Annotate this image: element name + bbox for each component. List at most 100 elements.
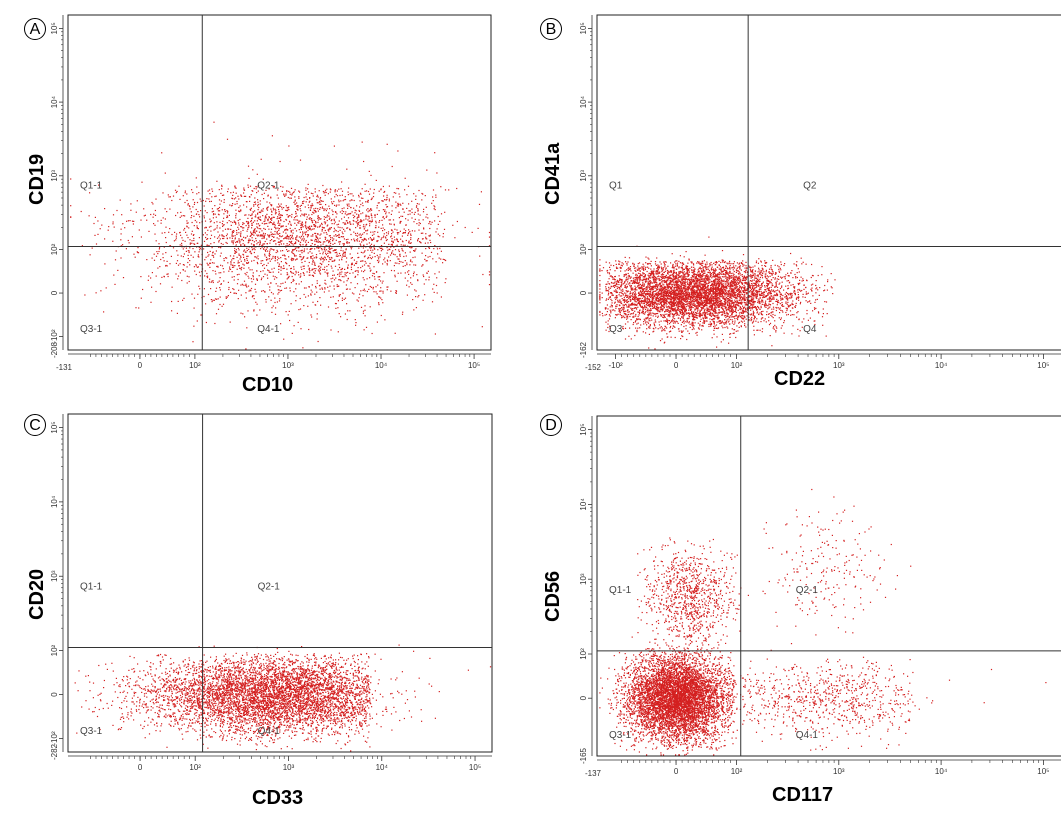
data-point <box>280 214 282 216</box>
data-point <box>372 249 374 251</box>
data-point <box>738 312 741 314</box>
data-point <box>676 284 678 286</box>
data-point <box>201 264 203 266</box>
data-point <box>254 220 256 222</box>
data-point <box>380 237 383 239</box>
data-point <box>815 288 817 290</box>
data-point <box>683 298 685 301</box>
data-point <box>333 285 335 287</box>
data-point <box>167 273 169 275</box>
data-point <box>326 219 328 222</box>
data-point <box>675 299 677 301</box>
data-point <box>308 271 311 273</box>
data-point <box>300 215 302 217</box>
data-point <box>406 264 408 266</box>
data-point <box>313 212 315 214</box>
data-point <box>397 258 399 260</box>
data-point <box>333 219 335 222</box>
data-point <box>286 272 288 274</box>
data-point <box>147 279 149 281</box>
data-point <box>312 258 314 260</box>
data-point <box>339 266 341 269</box>
data-point <box>398 217 400 219</box>
data-point <box>317 269 319 271</box>
data-point <box>687 312 689 314</box>
data-point <box>434 333 436 335</box>
data-point <box>324 266 326 268</box>
data-point <box>382 227 384 229</box>
data-point <box>245 220 248 223</box>
data-point <box>231 264 234 266</box>
data-point <box>257 199 259 201</box>
data-point <box>169 196 171 198</box>
data-point <box>337 307 339 309</box>
data-point <box>680 290 682 292</box>
data-point <box>262 234 264 236</box>
data-point <box>397 233 399 235</box>
data-point <box>222 237 224 240</box>
data-point <box>303 265 305 267</box>
data-point <box>488 236 491 238</box>
data-point <box>300 244 302 246</box>
data-point <box>621 262 623 264</box>
data-point <box>692 321 694 324</box>
data-point <box>359 227 361 229</box>
data-point <box>188 251 190 254</box>
data-point <box>327 224 329 226</box>
data-point <box>672 299 674 301</box>
data-point <box>314 272 316 274</box>
data-point <box>426 238 428 240</box>
data-point <box>407 233 409 235</box>
data-point <box>235 241 237 244</box>
data-point <box>703 284 705 286</box>
y-tick-label: 10² <box>50 243 59 255</box>
data-point <box>317 208 319 210</box>
data-point <box>208 254 210 256</box>
data-point <box>164 218 166 220</box>
data-point <box>288 250 290 252</box>
data-point <box>685 289 688 291</box>
data-point <box>247 310 249 312</box>
data-point <box>278 238 280 240</box>
data-point <box>203 248 205 250</box>
data-point <box>256 278 258 281</box>
data-point <box>732 292 734 294</box>
data-point <box>332 277 334 279</box>
data-point <box>193 266 195 268</box>
data-point <box>691 310 693 313</box>
data-point <box>268 252 270 255</box>
data-point <box>299 159 302 161</box>
data-point <box>253 228 255 230</box>
data-point <box>327 239 329 241</box>
data-point <box>163 276 165 278</box>
data-point <box>322 243 324 245</box>
data-point <box>303 250 305 252</box>
data-point <box>394 239 396 241</box>
data-point <box>264 233 266 235</box>
data-point <box>335 235 337 237</box>
data-point <box>721 267 723 269</box>
data-point <box>705 294 707 297</box>
data-point <box>298 283 300 285</box>
data-point <box>620 285 622 287</box>
data-point <box>353 231 355 233</box>
data-point <box>300 328 302 330</box>
data-point <box>227 216 229 218</box>
data-point <box>266 243 268 245</box>
data-point <box>216 237 219 239</box>
data-point <box>272 223 274 225</box>
data-point <box>312 204 314 206</box>
data-point <box>375 220 377 222</box>
data-point <box>264 223 266 225</box>
data-point <box>412 275 414 277</box>
data-point <box>689 301 691 303</box>
data-point <box>415 296 417 298</box>
data-point <box>320 233 322 235</box>
data-point <box>317 210 319 212</box>
data-point <box>250 239 252 241</box>
data-point <box>311 247 313 250</box>
data-point <box>161 232 163 234</box>
data-point <box>193 297 196 299</box>
data-point <box>269 240 271 242</box>
data-point <box>330 220 332 222</box>
